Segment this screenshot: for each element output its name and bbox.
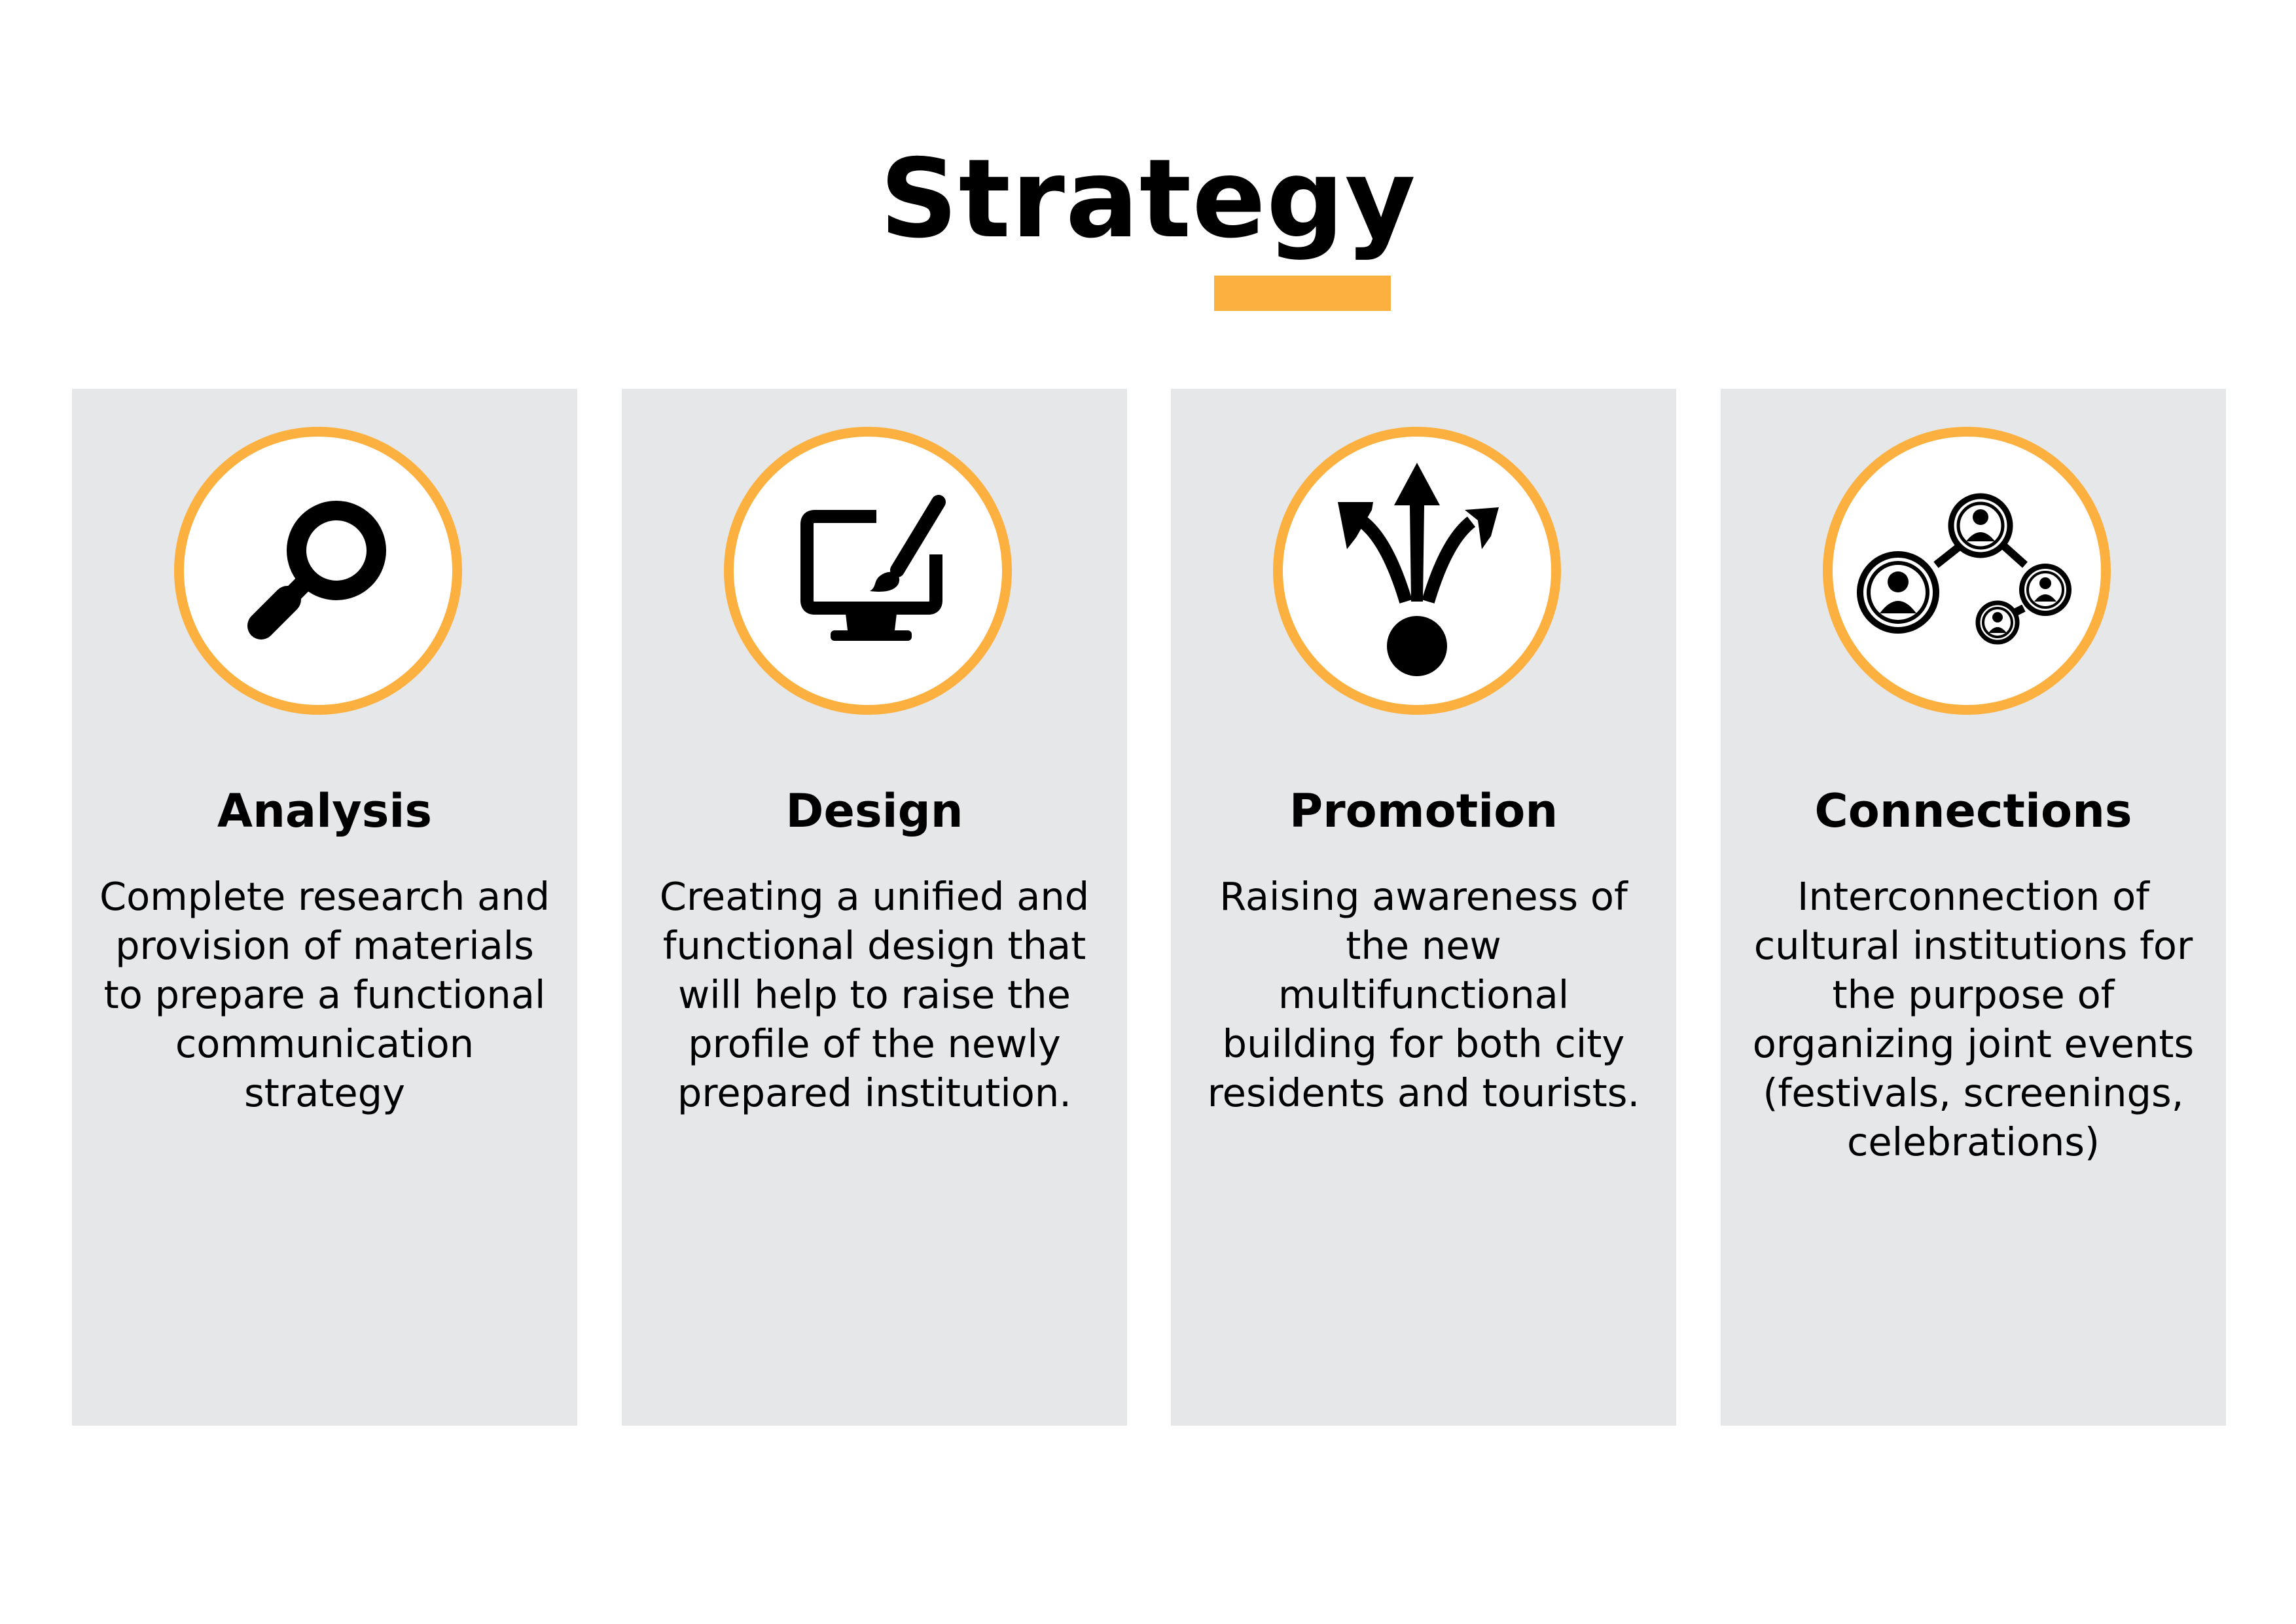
card-analysis: Analysis Complete research and provision…: [72, 389, 577, 1426]
icon-ring: [1273, 427, 1561, 715]
card-description: Raising awareness of the new multifuncti…: [1207, 874, 1640, 1115]
card-description: Interconnection of cultural institutions…: [1752, 874, 2195, 1164]
card-title: Design: [785, 784, 963, 838]
monitor-paintbrush-icon: [800, 495, 946, 641]
title-underline: [1214, 276, 1391, 311]
page-title: Strategy: [880, 136, 1416, 262]
diverging-arrows-icon: [1338, 463, 1499, 676]
card-title: Promotion: [1289, 784, 1558, 838]
card-title: Connections: [1814, 784, 2132, 838]
icon-ring: [174, 427, 462, 715]
card-description: Creating a unified and functional design…: [659, 874, 1090, 1115]
card-design: Design Creating a unified and functional…: [622, 389, 1127, 1426]
card-connections: Connections Interconnection of cultural …: [1721, 389, 2226, 1426]
card-title: Analysis: [217, 784, 433, 838]
icon-ring: [1823, 427, 2111, 715]
people-network-icon: [1857, 493, 2072, 645]
card-description: Complete research and provision of mater…: [99, 874, 550, 1115]
icon-ring: [724, 427, 1012, 715]
magnifying-glass-icon: [247, 501, 386, 640]
card-promotion: Promotion Raising awareness of the new m…: [1171, 389, 1676, 1426]
